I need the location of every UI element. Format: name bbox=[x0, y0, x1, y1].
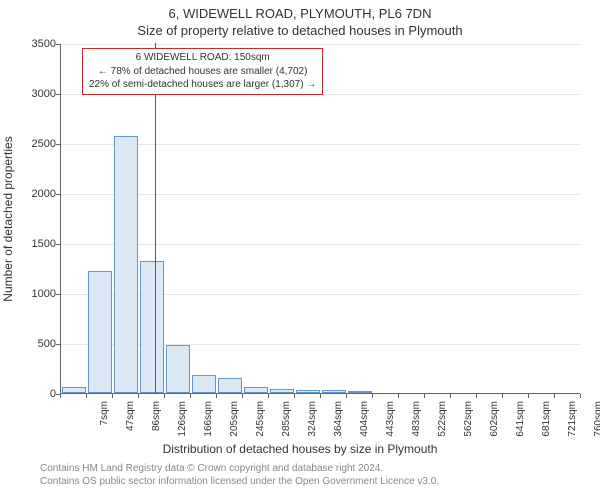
xtick-label: 47sqm bbox=[125, 401, 136, 441]
xtick-mark bbox=[268, 394, 269, 398]
xtick-mark bbox=[60, 394, 61, 398]
ytick-mark bbox=[56, 294, 60, 295]
xtick-mark bbox=[554, 394, 555, 398]
ytick-mark bbox=[56, 144, 60, 145]
annotation-line-1: 6 WIDEWELL ROAD: 150sqm bbox=[89, 51, 316, 65]
marker-annotation: 6 WIDEWELL ROAD: 150sqm ← 78% of detache… bbox=[82, 48, 323, 95]
xtick-label: 285sqm bbox=[281, 401, 292, 441]
histogram-bar bbox=[348, 391, 373, 393]
chart-container: { "titles": { "main": "6, WIDEWELL ROAD,… bbox=[0, 0, 600, 500]
xtick-mark bbox=[424, 394, 425, 398]
xtick-mark bbox=[242, 394, 243, 398]
histogram-bar bbox=[322, 390, 347, 393]
xtick-label: 641sqm bbox=[515, 401, 526, 441]
title-main: 6, WIDEWELL ROAD, PLYMOUTH, PL6 7DN bbox=[0, 6, 600, 21]
xtick-label: 364sqm bbox=[333, 401, 344, 441]
xtick-mark bbox=[346, 394, 347, 398]
histogram-bar bbox=[270, 389, 295, 393]
ytick-label: 2500 bbox=[16, 138, 56, 150]
histogram-bar bbox=[62, 387, 87, 393]
footer-line-2: Contains OS public sector information li… bbox=[40, 476, 439, 487]
xtick-mark bbox=[580, 394, 581, 398]
xtick-mark bbox=[294, 394, 295, 398]
histogram-bar bbox=[140, 261, 165, 393]
y-axis-label: Number of detached properties bbox=[1, 136, 15, 301]
title-sub: Size of property relative to detached ho… bbox=[0, 23, 600, 38]
gridline bbox=[61, 144, 580, 145]
ytick-mark bbox=[56, 194, 60, 195]
annotation-line-2: ← 78% of detached houses are smaller (4,… bbox=[89, 65, 316, 79]
xtick-mark bbox=[476, 394, 477, 398]
xtick-label: 721sqm bbox=[567, 401, 578, 441]
histogram-bar bbox=[244, 387, 269, 393]
ytick-label: 0 bbox=[16, 388, 56, 400]
ytick-label: 500 bbox=[16, 338, 56, 350]
xtick-mark bbox=[112, 394, 113, 398]
ytick-label: 3500 bbox=[16, 38, 56, 50]
ytick-label: 1500 bbox=[16, 238, 56, 250]
xtick-label: 86sqm bbox=[151, 401, 162, 441]
chart-plot-area bbox=[60, 44, 580, 394]
footer-line-1: Contains HM Land Registry data © Crown c… bbox=[40, 463, 383, 474]
histogram-bar bbox=[166, 345, 191, 393]
ytick-mark bbox=[56, 344, 60, 345]
xtick-mark bbox=[216, 394, 217, 398]
histogram-bar bbox=[296, 390, 321, 393]
ytick-label: 3000 bbox=[16, 88, 56, 100]
gridline bbox=[61, 244, 580, 245]
histogram-bar bbox=[218, 378, 243, 393]
ytick-mark bbox=[56, 244, 60, 245]
xtick-label: 7sqm bbox=[99, 401, 110, 441]
xtick-label: 245sqm bbox=[255, 401, 266, 441]
xtick-label: 562sqm bbox=[463, 401, 474, 441]
marker-line bbox=[155, 43, 156, 393]
xtick-label: 443sqm bbox=[385, 401, 396, 441]
xtick-label: 324sqm bbox=[307, 401, 318, 441]
xtick-label: 483sqm bbox=[411, 401, 422, 441]
xtick-label: 602sqm bbox=[489, 401, 500, 441]
xtick-label: 404sqm bbox=[359, 401, 370, 441]
xtick-label: 760sqm bbox=[593, 401, 600, 441]
xtick-mark bbox=[190, 394, 191, 398]
xtick-label: 126sqm bbox=[177, 401, 188, 441]
gridline bbox=[61, 194, 580, 195]
xtick-mark bbox=[320, 394, 321, 398]
xtick-mark bbox=[86, 394, 87, 398]
xtick-mark bbox=[372, 394, 373, 398]
xtick-mark bbox=[528, 394, 529, 398]
x-axis-label: Distribution of detached houses by size … bbox=[0, 442, 600, 456]
xtick-mark bbox=[138, 394, 139, 398]
xtick-label: 681sqm bbox=[541, 401, 552, 441]
ytick-mark bbox=[56, 94, 60, 95]
ytick-label: 2000 bbox=[16, 188, 56, 200]
ytick-mark bbox=[56, 44, 60, 45]
gridline bbox=[61, 44, 580, 45]
histogram-bar bbox=[88, 271, 113, 393]
histogram-bar bbox=[192, 375, 217, 393]
xtick-mark bbox=[502, 394, 503, 398]
xtick-label: 205sqm bbox=[229, 401, 240, 441]
ytick-label: 1000 bbox=[16, 288, 56, 300]
xtick-label: 522sqm bbox=[437, 401, 448, 441]
xtick-mark bbox=[450, 394, 451, 398]
annotation-line-3: 22% of semi-detached houses are larger (… bbox=[89, 78, 316, 92]
histogram-bar bbox=[114, 136, 139, 393]
xtick-mark bbox=[398, 394, 399, 398]
xtick-mark bbox=[164, 394, 165, 398]
xtick-label: 166sqm bbox=[203, 401, 214, 441]
